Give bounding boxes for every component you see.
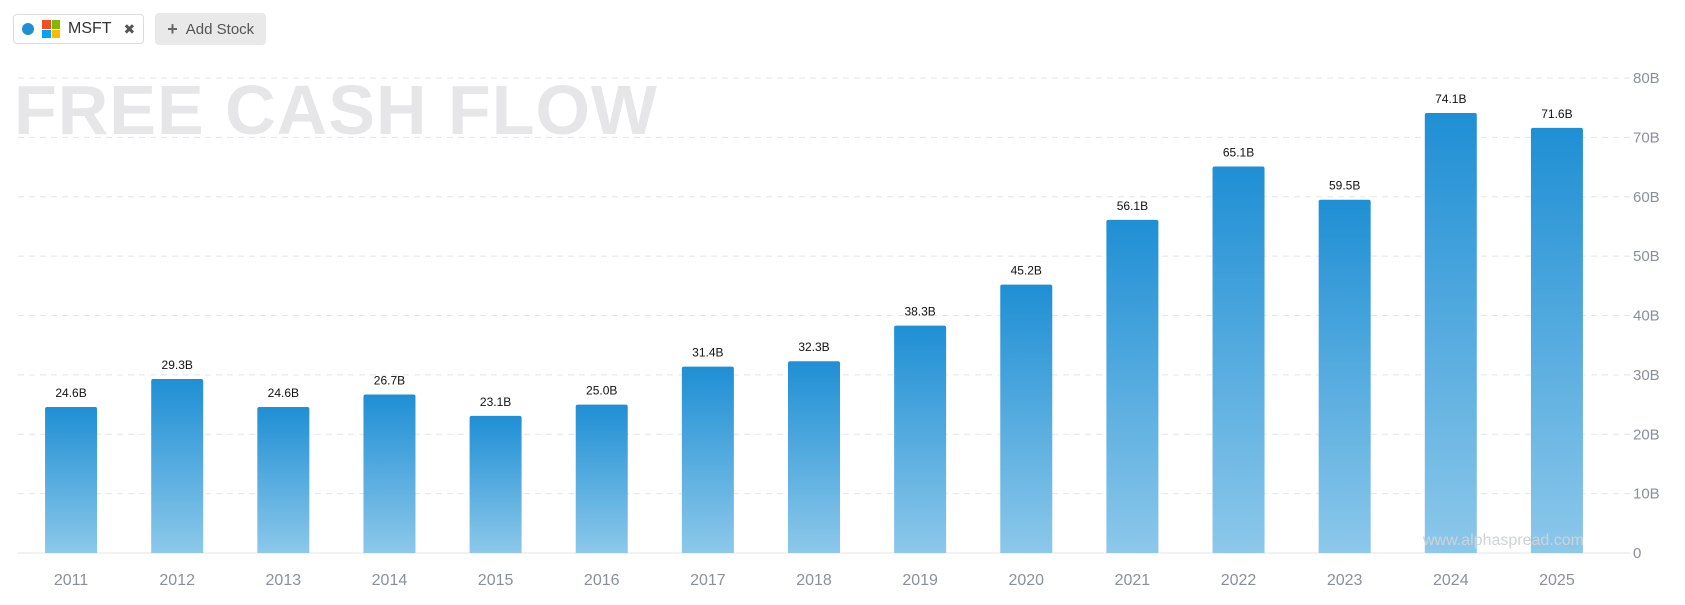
data-label: 38.3B (904, 305, 935, 319)
stock-ticker: MSFT (68, 20, 112, 37)
bar-2022[interactable] (1212, 166, 1265, 553)
bar-2015[interactable] (469, 415, 522, 553)
x-tick-label: 2017 (690, 572, 726, 589)
y-tick-label: 0 (1633, 545, 1641, 562)
data-label: 71.6B (1541, 107, 1572, 121)
x-tick-label: 2020 (1008, 572, 1044, 589)
bar-2014[interactable] (363, 394, 416, 553)
y-tick-label: 30B (1633, 367, 1660, 384)
x-tick-label: 2024 (1433, 572, 1469, 589)
bar-2017[interactable] (681, 366, 734, 553)
bar-2019[interactable] (894, 325, 947, 553)
bar-2021[interactable] (1106, 219, 1159, 553)
x-tick-label: 2014 (372, 572, 408, 589)
bar-2025[interactable] (1530, 127, 1583, 553)
plus-icon: + (167, 18, 178, 39)
x-tick-label: 2019 (902, 572, 938, 589)
x-tick-label: 2021 (1115, 572, 1151, 589)
x-tick-label: 2011 (54, 572, 89, 589)
x-tick-label: 2023 (1327, 572, 1363, 589)
bars (45, 113, 1583, 553)
x-tick-label: 2025 (1539, 572, 1575, 589)
data-label: 65.1B (1223, 145, 1254, 159)
data-label: 32.3B (798, 340, 829, 354)
data-label: 24.6B (268, 386, 299, 400)
data-label: 74.1B (1435, 92, 1466, 106)
data-label: 24.6B (55, 386, 86, 400)
y-axis: 0 10B 20B 30B 40B 50B 60B 70B 80B (1633, 70, 1660, 562)
y-tick-label: 80B (1633, 70, 1660, 87)
data-label: 59.5B (1329, 179, 1360, 193)
stock-toolbar: MSFT ✖ + Add Stock (13, 13, 267, 45)
bar-2024[interactable] (1424, 113, 1477, 553)
data-label: 56.1B (1117, 199, 1148, 213)
x-tick-label: 2012 (159, 572, 195, 589)
series-color-dot (22, 23, 34, 35)
data-label: 23.1B (480, 395, 511, 409)
data-label: 45.2B (1011, 264, 1042, 278)
data-label: 29.3B (162, 358, 193, 372)
y-tick-label: 60B (1633, 189, 1660, 206)
microsoft-logo-icon (42, 20, 60, 38)
remove-stock-icon[interactable]: ✖ (123, 20, 136, 37)
x-tick-label: 2015 (478, 572, 514, 589)
bar-2013[interactable] (257, 406, 310, 553)
bar-2012[interactable] (151, 379, 204, 553)
bar-2023[interactable] (1318, 199, 1371, 553)
add-stock-label: Add Stock (185, 20, 255, 38)
data-label: 31.4B (692, 346, 723, 360)
add-stock-button[interactable]: + Add Stock (155, 13, 267, 45)
y-tick-label: 50B (1633, 248, 1660, 265)
x-tick-label: 2022 (1221, 572, 1257, 589)
x-axis: 2011 2012 2013 2014 2015 2016 2017 2018 2019 2020… (54, 572, 1575, 589)
x-tick-label: 2018 (796, 572, 832, 589)
x-tick-label: 2016 (584, 572, 620, 589)
stock-chip-msft[interactable]: MSFT ✖ (13, 14, 145, 44)
bar-2016[interactable] (575, 404, 628, 553)
y-tick-label: 20B (1633, 426, 1660, 443)
data-label: 25.0B (586, 384, 617, 398)
x-tick-label: 2013 (266, 572, 302, 589)
data-label: 26.7B (374, 373, 405, 387)
bar-2011[interactable] (45, 406, 98, 553)
y-tick-label: 70B (1633, 129, 1660, 146)
y-tick-label: 40B (1633, 308, 1660, 325)
y-tick-label: 10B (1633, 486, 1660, 503)
bar-2018[interactable] (788, 361, 840, 553)
bar-2020[interactable] (1000, 284, 1053, 553)
value-labels: 24.6B 29.3B 24.6B 26.7B 23.1B 25.0B 31.4B 32.3B… (55, 92, 1572, 409)
